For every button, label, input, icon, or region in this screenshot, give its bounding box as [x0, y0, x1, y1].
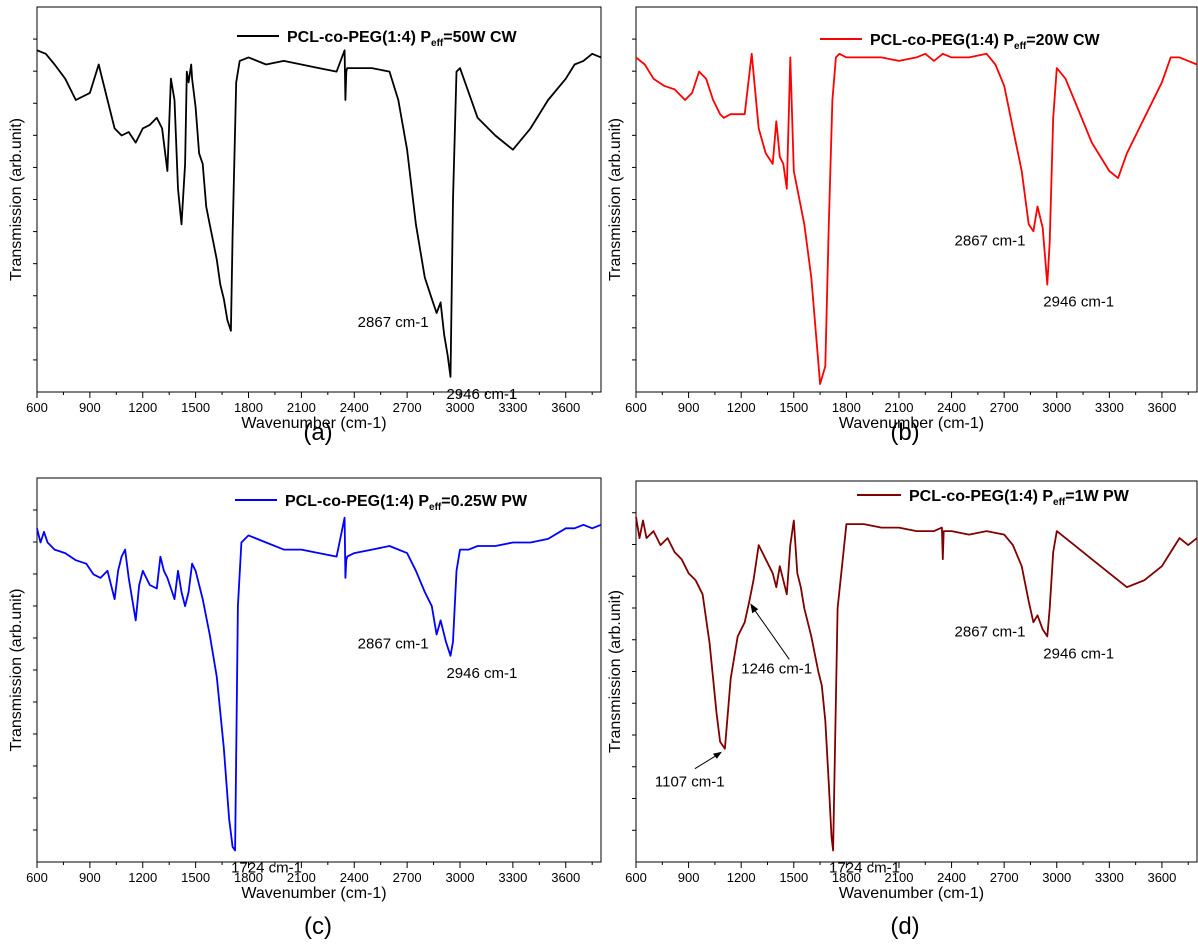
panel-label: (b): [890, 419, 919, 446]
x-tick-label: 2400: [937, 870, 966, 885]
x-tick-label: 1800: [234, 400, 263, 415]
legend-suffix: =1W PW: [1065, 488, 1129, 505]
x-tick-label: 1500: [779, 400, 808, 415]
peak-annotation: 2946 cm-1: [1043, 294, 1114, 311]
legend-suffix: =50W CW: [443, 29, 517, 46]
x-tick-label: 2100: [287, 400, 316, 415]
panel-label: (d): [890, 913, 919, 940]
x-tick-label: 900: [79, 400, 101, 415]
x-tick-label: 900: [79, 870, 101, 885]
spectrum-line: [635, 52, 1198, 385]
x-tick-label: 3600: [551, 870, 580, 885]
legend-label: PCL-co-PEG(1:4) Peff=20W CW: [870, 32, 1100, 52]
chart-panel-0: 600 900 1200 1500 1800 2100 2400 2700 3000 3300 36…: [8, 6, 602, 446]
legend-prefix: PCL-co-PEG(1:4) P: [287, 29, 431, 46]
spectrum-line: [36, 516, 602, 852]
peak-annotation: 1724 cm-1: [231, 859, 302, 876]
x-tick-label: 3300: [1095, 400, 1124, 415]
x-axis-title: Wavenumber (cm-1): [839, 415, 984, 432]
annotation-arrow: [750, 604, 790, 660]
legend-suffix: =0.25W PW: [441, 493, 528, 510]
x-tick-label: 1500: [779, 870, 808, 885]
x-tick-label: 2400: [937, 400, 966, 415]
legend-suffix: =20W CW: [1026, 32, 1100, 49]
annotation-arrowhead: [712, 751, 722, 759]
x-tick-label: 2100: [885, 400, 914, 415]
x-tick-label: 1500: [181, 400, 210, 415]
x-tick-label: 1200: [128, 400, 157, 415]
chart-panel-1: 600 900 1200 1500 1800 2100 2400 2700 3000 3300 36…: [607, 6, 1198, 446]
plot-frame: [635, 6, 1198, 393]
plot-frame: [36, 6, 602, 393]
x-axis-title: Wavenumber (cm-1): [839, 885, 984, 902]
legend-label: PCL-co-PEG(1:4) Peff=0.25W PW: [285, 493, 528, 513]
x-tick-label: 2400: [340, 870, 369, 885]
x-tick-label: 1200: [727, 870, 756, 885]
x-tick-label: 1800: [234, 870, 263, 885]
x-tick-label: 900: [678, 400, 700, 415]
x-tick-label: 3300: [1095, 870, 1124, 885]
x-tick-label: 600: [625, 400, 647, 415]
x-tick-label: 2100: [287, 870, 316, 885]
spectrum-line: [635, 516, 1198, 852]
peak-annotation: 2867 cm-1: [955, 232, 1026, 249]
x-tick-label: 3000: [446, 400, 475, 415]
legend-label: PCL-co-PEG(1:4) Peff=50W CW: [287, 29, 517, 49]
x-axis-title: Wavenumber (cm-1): [241, 885, 386, 902]
x-tick-label: 1800: [832, 870, 861, 885]
y-axis-title: Transmission (arb.unit): [607, 118, 624, 281]
peak-annotation: 2946 cm-1: [446, 386, 517, 403]
chart-panel-3: 600 900 1200 1500 1800 2100 2400 2700 3000 3300 36…: [607, 480, 1198, 940]
legend-subscript: eff: [1014, 41, 1027, 52]
peak-annotation: 2867 cm-1: [955, 623, 1026, 640]
legend-subscript: eff: [1053, 497, 1066, 508]
y-axis-title: Transmission (arb.unit): [607, 590, 624, 753]
legend-label: PCL-co-PEG(1:4) Peff=1W PW: [909, 488, 1130, 508]
x-tick-label: 1500: [181, 870, 210, 885]
peak-annotation: 2867 cm-1: [358, 314, 429, 331]
x-tick-label: 1200: [128, 870, 157, 885]
x-tick-label: 600: [26, 400, 48, 415]
legend-subscript: eff: [429, 502, 442, 513]
x-tick-label: 600: [625, 870, 647, 885]
peak-annotation: 2867 cm-1: [358, 636, 429, 653]
x-tick-label: 1200: [727, 400, 756, 415]
y-axis-title: Transmission (arb.unit): [8, 118, 25, 281]
x-tick-label: 600: [26, 870, 48, 885]
x-tick-label: 900: [678, 870, 700, 885]
x-tick-label: 1800: [832, 400, 861, 415]
x-tick-label: 2700: [393, 870, 422, 885]
x-tick-label: 3600: [1147, 400, 1176, 415]
x-tick-label: 3600: [551, 400, 580, 415]
x-tick-label: 2700: [393, 400, 422, 415]
x-tick-label: 2400: [340, 400, 369, 415]
annotation-arrowhead: [750, 603, 759, 614]
peak-annotation: 1246 cm-1: [741, 660, 812, 677]
x-tick-label: 3000: [1042, 870, 1071, 885]
x-tick-label: 3300: [498, 400, 527, 415]
peak-annotation: 1724 cm-1: [829, 859, 900, 876]
legend-prefix: PCL-co-PEG(1:4) P: [870, 32, 1014, 49]
chart-panel-2: 600 900 1200 1500 1800 2100 2400 2700 3000 3300 36…: [8, 477, 602, 940]
x-tick-label: 3600: [1147, 870, 1176, 885]
x-tick-label: 2100: [885, 870, 914, 885]
peak-annotation: 2946 cm-1: [1043, 645, 1114, 662]
peak-annotation: 2946 cm-1: [446, 665, 517, 682]
x-tick-label: 3000: [446, 870, 475, 885]
x-tick-label: 3300: [498, 870, 527, 885]
legend-prefix: PCL-co-PEG(1:4) P: [285, 493, 429, 510]
x-axis-title: Wavenumber (cm-1): [241, 415, 386, 432]
peak-annotation: 1107 cm-1: [655, 774, 725, 791]
x-tick-label: 3000: [1042, 400, 1071, 415]
x-tick-label: 2700: [990, 400, 1019, 415]
x-tick-label: 2700: [990, 870, 1019, 885]
y-axis-title: Transmission (arb.unit): [8, 588, 25, 751]
panel-label: (c): [304, 913, 332, 940]
legend-subscript: eff: [431, 38, 444, 49]
legend-prefix: PCL-co-PEG(1:4) P: [909, 488, 1053, 505]
spectrum-line: [36, 49, 602, 378]
plot-frame: [635, 480, 1198, 863]
panel-label: (a): [303, 419, 332, 446]
